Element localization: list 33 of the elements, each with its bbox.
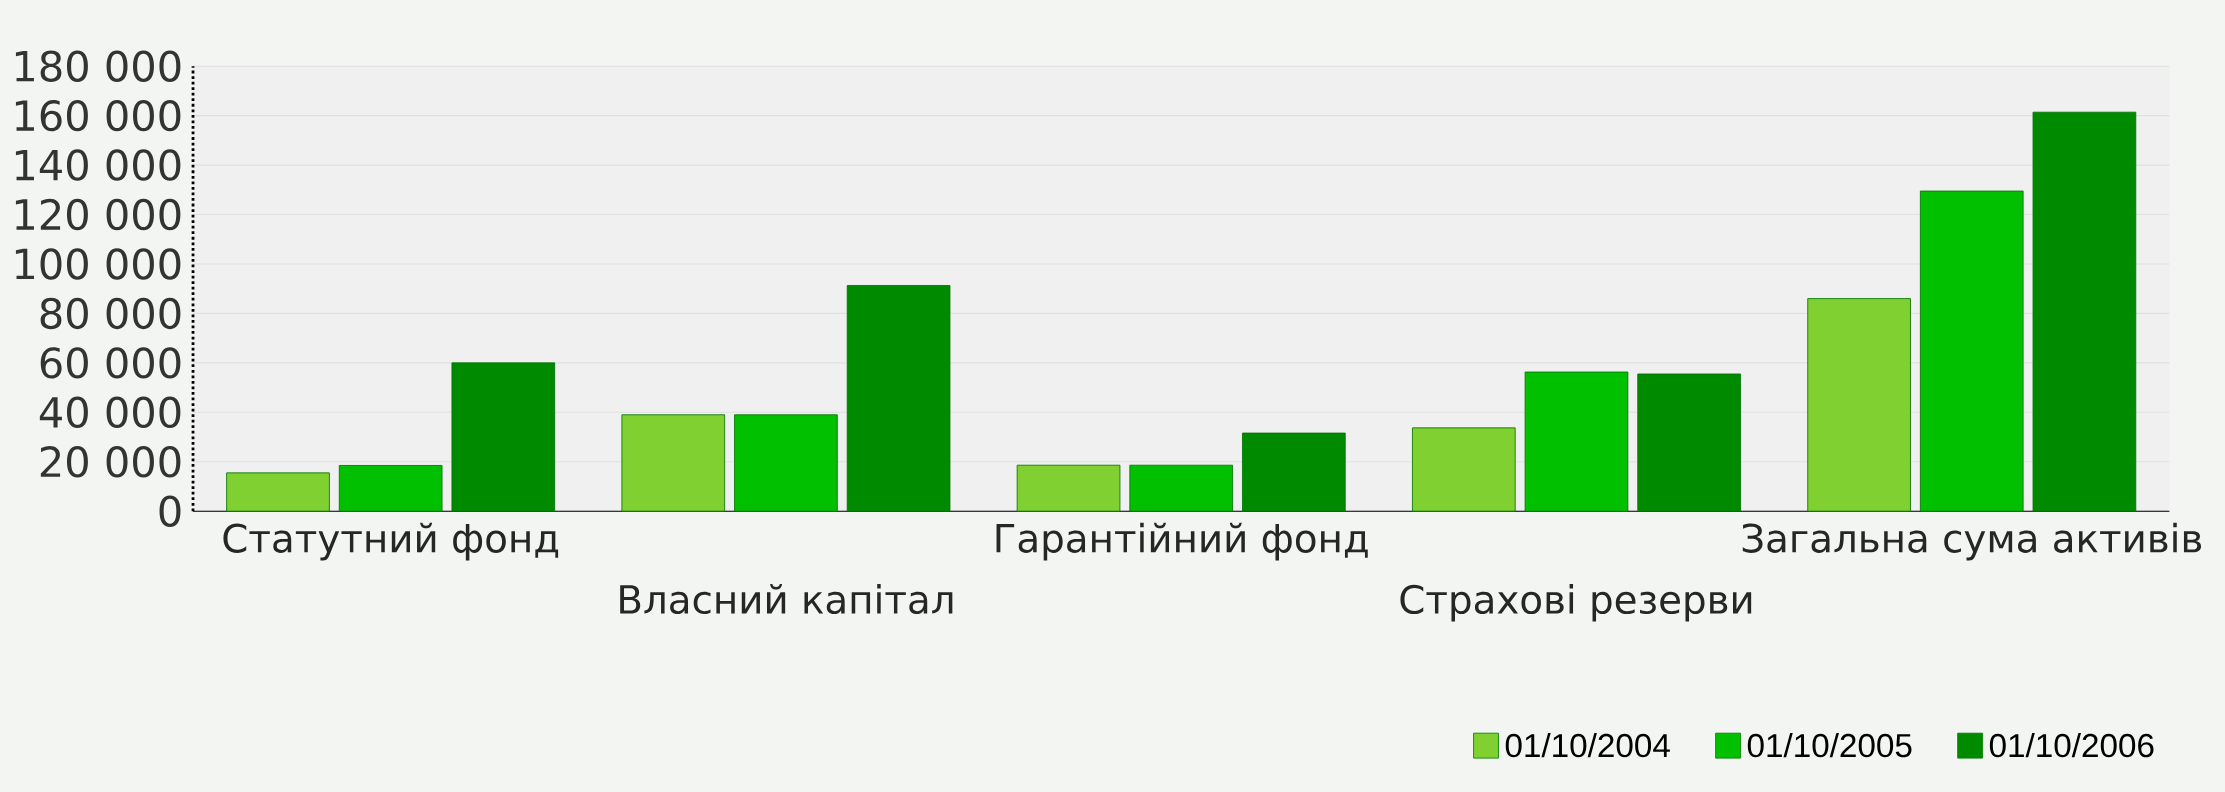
x-tick-label: Загальна сума активів — [1742, 522, 2202, 561]
y-tick-label: 100 000 — [15, 248, 181, 280]
bar — [734, 414, 838, 512]
legend-label: 01/10/2005 — [1747, 732, 1912, 758]
x-tick-label: Гарантійний фонд — [996, 522, 1368, 561]
bar — [1016, 464, 1121, 512]
bar — [621, 414, 726, 512]
y-tick-label: 140 000 — [15, 149, 181, 181]
y-tick-label: 160 000 — [15, 99, 181, 132]
bar — [1129, 464, 1234, 512]
bar — [1242, 432, 1346, 512]
bar — [1524, 371, 1629, 512]
legend-label: 01/10/2006 — [1989, 732, 2154, 758]
bar — [1919, 190, 2024, 512]
x-tick-label: Статутний фонд — [223, 522, 559, 561]
bar — [846, 285, 951, 512]
bar — [1807, 298, 1911, 512]
y-tick-label: 60 000 — [40, 347, 181, 379]
y-tick-label: 20 000 — [40, 445, 181, 478]
bar — [451, 362, 556, 512]
x-tick-label: Власний капітал — [620, 584, 953, 615]
y-tick-label: 0 — [159, 495, 181, 527]
y-tick-label: 120 000 — [15, 198, 181, 231]
legend-label: 01/10/2004 — [1505, 732, 1670, 758]
bar — [338, 464, 443, 512]
y-tick-label: 40 000 — [39, 396, 181, 428]
x-tick-label: Страхові резерви — [1400, 584, 1752, 622]
y-tick-label: 80 000 — [40, 297, 181, 330]
bar — [1637, 373, 1741, 512]
bar — [2032, 111, 2137, 512]
bar — [1412, 427, 1516, 512]
bar — [226, 472, 330, 512]
y-tick-label: 180 000 — [15, 50, 181, 82]
